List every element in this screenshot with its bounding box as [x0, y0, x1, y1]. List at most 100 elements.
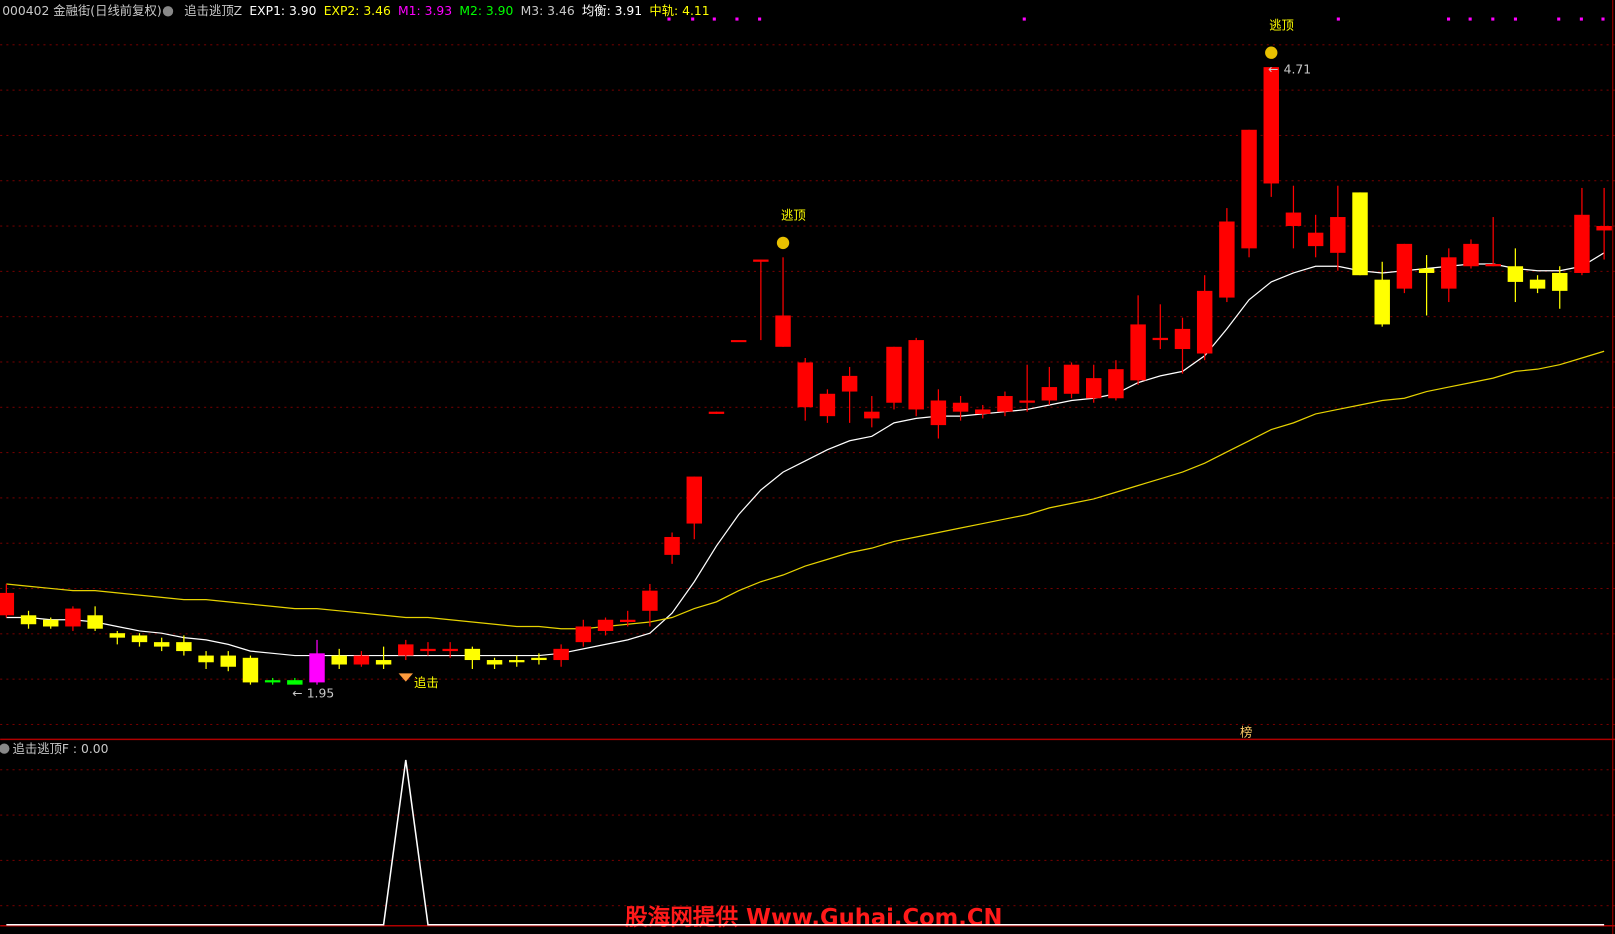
annotation: 逃顶 [1269, 18, 1294, 32]
candle-body [819, 393, 836, 417]
candle-body [1019, 400, 1035, 403]
header-item: 中轨: 4.11 [649, 3, 709, 18]
signal-dots [667, 17, 1605, 21]
candle-body [109, 633, 126, 638]
candle-body [686, 476, 703, 524]
candle-body [153, 642, 170, 647]
header-item: M1: 3.93 [398, 4, 452, 18]
candle-body [1063, 364, 1080, 394]
price-label: 4.71 [1284, 63, 1311, 77]
candle-body [1596, 225, 1612, 231]
candle-body [553, 648, 569, 661]
candle-body [1507, 266, 1524, 282]
header-item: 000402 金融街(日线前复权) [2, 3, 161, 18]
candle-body [1307, 232, 1324, 247]
candle-body [575, 626, 592, 643]
indicator-line [6, 759, 1605, 926]
watermark: 股海网提供 Www.Guhai.Com.CN [625, 904, 1002, 931]
candle-body [87, 615, 103, 629]
candle-body [464, 648, 481, 661]
grid-pattern [0, 741, 1615, 923]
candle-body [1041, 387, 1058, 401]
header-item: 追击逃顶Z [184, 3, 242, 18]
signal-icon [776, 236, 790, 250]
candle-body [642, 590, 658, 611]
candle-body [797, 362, 813, 408]
candle-body [353, 655, 370, 665]
candle-body [597, 619, 614, 631]
candle-body [398, 644, 414, 656]
candle-body [1574, 214, 1590, 273]
indicator-icon[interactable] [162, 6, 174, 17]
candle-body [1152, 337, 1169, 341]
price-label: 1.95 [307, 686, 334, 700]
candle-body [1174, 328, 1191, 350]
candle-body [1130, 324, 1146, 381]
candle-body [753, 259, 769, 262]
candle-body [1108, 369, 1124, 399]
candle-body [420, 648, 436, 652]
candle-body [486, 660, 503, 665]
indicator-icon[interactable] [0, 743, 10, 754]
candle-body [20, 615, 37, 625]
signal-icon [398, 673, 413, 682]
candle-body [930, 400, 947, 426]
header-item: EXP1: 3.90 [249, 4, 316, 18]
candle-body [331, 655, 347, 665]
candle-body [42, 619, 59, 627]
candle-body [1352, 192, 1368, 276]
candle-body [1241, 129, 1257, 249]
candle-body [952, 402, 969, 412]
candle-body [1463, 243, 1479, 267]
signal-icon [1265, 46, 1278, 59]
candle-body [1263, 67, 1279, 184]
candle-body [775, 315, 791, 347]
candle-body [619, 619, 636, 622]
candle-body [1374, 279, 1390, 325]
candle-body [509, 660, 525, 663]
candle-body [220, 655, 236, 667]
candle-body [1285, 212, 1302, 226]
candle-body [1529, 279, 1546, 289]
candle-body [1418, 268, 1435, 273]
candle-body [264, 680, 281, 683]
candle-body [0, 592, 15, 616]
candle-body [1552, 272, 1568, 291]
candle-body [708, 411, 725, 414]
annotation: 追击 [414, 675, 439, 690]
candle-body [664, 536, 680, 555]
candle-body [442, 648, 458, 652]
candle-body [375, 660, 392, 665]
candle-body [841, 375, 858, 392]
candle-body [65, 608, 81, 627]
candle-body [886, 346, 902, 403]
candle-body [730, 340, 747, 343]
header-item: M2: 3.90 [459, 4, 513, 18]
candle-body [531, 657, 547, 661]
arrow: ← [1268, 63, 1278, 77]
candle-body [1485, 264, 1501, 267]
candle-body [975, 409, 991, 414]
candle-body [1219, 221, 1235, 298]
candle-body [1330, 217, 1346, 253]
header-item: 均衡: 3.91 [582, 4, 642, 18]
candle-body [198, 655, 214, 663]
arrow: ← [292, 686, 302, 700]
candle-body [242, 657, 259, 683]
candle-body [1441, 257, 1457, 289]
annotation: 逃顶 [781, 209, 806, 223]
candle-body [1086, 378, 1102, 399]
candle-body [1396, 243, 1413, 289]
marker: 榜 [1240, 725, 1252, 740]
candle-body [176, 642, 192, 652]
candle-body [908, 340, 924, 410]
moving-average-line [6, 350, 1605, 630]
header-item: M3: 3.46 [521, 4, 575, 18]
candle-body [287, 680, 303, 685]
candle-body [864, 411, 880, 419]
candle-body [131, 635, 148, 643]
candle-body [1196, 290, 1213, 354]
header-item: EXP2: 3.46 [324, 4, 391, 18]
